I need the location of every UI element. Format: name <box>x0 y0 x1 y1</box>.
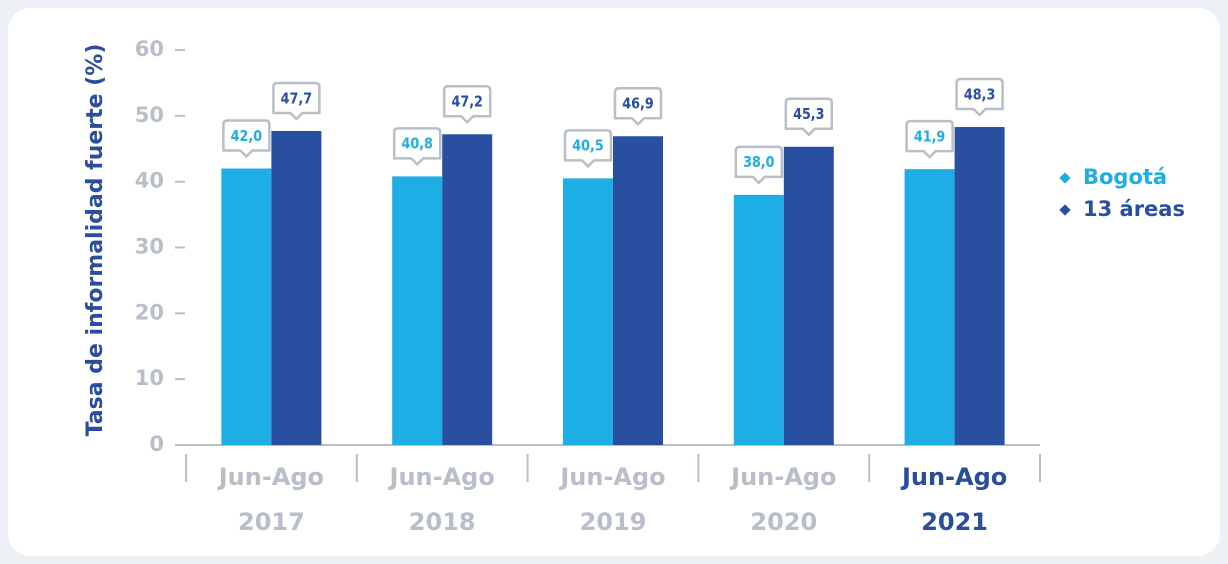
bar <box>733 194 784 445</box>
y-tick-label: 20 <box>135 300 164 324</box>
x-tick-label: 2019 <box>580 508 647 536</box>
bar <box>954 127 1005 446</box>
value-label-box <box>563 129 613 168</box>
value-label-box <box>272 81 321 121</box>
value-label-box <box>613 86 663 126</box>
x-tick-label: Jun-Ago <box>558 463 665 491</box>
bar <box>221 168 272 445</box>
bar <box>563 178 613 445</box>
x-tick-label: Jun-Ago <box>729 463 836 491</box>
value-label: 40,8 <box>401 136 432 153</box>
x-tick-label: Jun-Ago <box>388 463 495 491</box>
bar <box>904 169 955 446</box>
value-label: 45,3 <box>793 106 824 123</box>
value-label: 42,0 <box>231 128 263 145</box>
legend-marker <box>1059 172 1071 184</box>
x-tick-label: Jun-Ago <box>217 463 324 491</box>
bar <box>392 176 443 445</box>
legend-label: 13 áreas <box>1083 197 1185 221</box>
value-label: 38,0 <box>743 154 775 171</box>
x-tick-label: 2021 <box>921 508 988 536</box>
y-tick-label: 60 <box>135 37 164 61</box>
value-label-box <box>734 145 784 185</box>
value-label: 41,9 <box>914 129 945 146</box>
legend-marker <box>1059 204 1071 216</box>
value-label-box <box>905 119 954 159</box>
value-label-box <box>392 127 442 166</box>
x-tick-label: 2018 <box>409 508 476 536</box>
value-label-box <box>955 77 1004 117</box>
bar <box>271 130 322 445</box>
x-tick-label: Jun-Ago <box>900 463 1007 491</box>
y-axis-label: Tasa de informalidad fuerte (%) <box>83 44 108 437</box>
value-label: 46,9 <box>622 96 653 113</box>
value-label-box <box>442 85 492 124</box>
value-label: 47,2 <box>451 94 482 111</box>
value-label: 47,7 <box>281 90 312 107</box>
y-tick-label: 10 <box>135 366 164 390</box>
bar <box>783 146 834 445</box>
x-tick-label: 2017 <box>238 508 305 536</box>
y-tick-label: 0 <box>149 432 164 456</box>
value-label-box <box>784 97 834 137</box>
y-tick-label: 30 <box>135 235 164 259</box>
y-tick-label: 50 <box>135 103 164 127</box>
value-label: 48,3 <box>964 86 995 103</box>
y-tick-label: 40 <box>135 169 164 193</box>
value-label: 40,5 <box>572 138 603 155</box>
legend-label: Bogotá <box>1083 165 1167 189</box>
x-tick-label: 2020 <box>750 508 817 536</box>
bar <box>442 134 493 445</box>
value-label-box <box>222 119 271 158</box>
bar <box>613 136 663 445</box>
